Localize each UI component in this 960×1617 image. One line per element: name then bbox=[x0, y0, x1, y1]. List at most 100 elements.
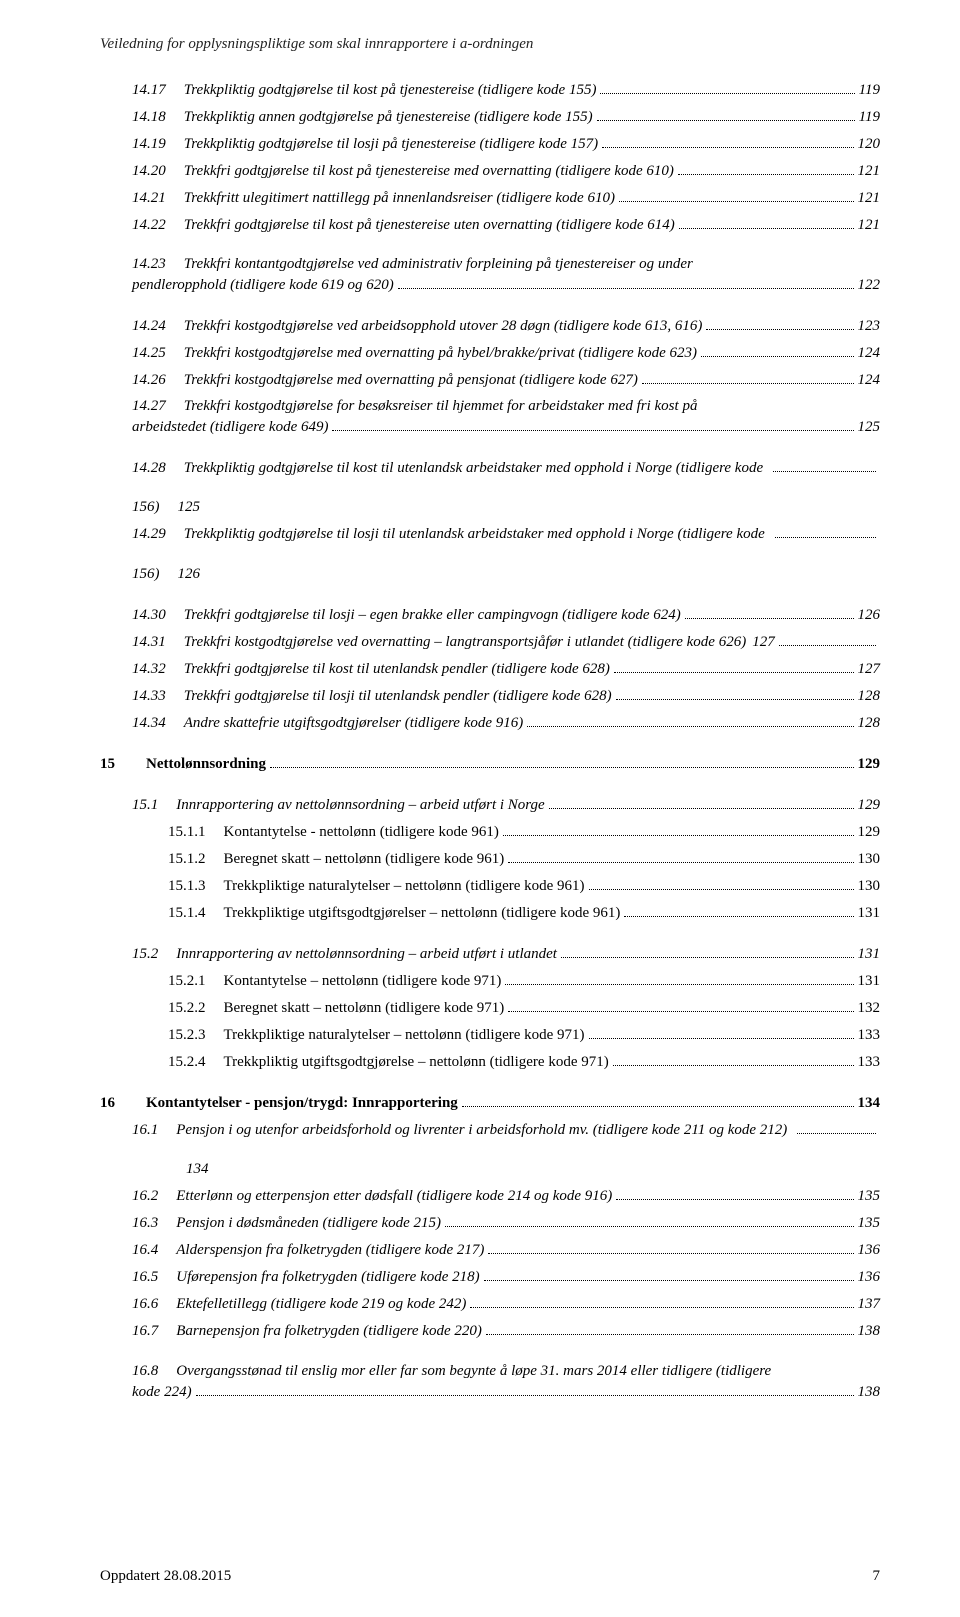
toc-entry: 14.34Andre skattefrie utgiftsgodtgjørels… bbox=[100, 712, 880, 733]
toc-entry-number: 14.31 bbox=[132, 633, 184, 653]
spacer bbox=[100, 551, 880, 565]
toc-entry-number: 14.19 bbox=[132, 135, 184, 155]
spacer bbox=[100, 484, 880, 498]
toc-entry-label: Trekkfri kostgodtgjørelse med overnattin… bbox=[184, 371, 638, 391]
leader-dots bbox=[614, 658, 854, 673]
toc-entry-number: 156) bbox=[132, 498, 178, 518]
toc-entry-number: 14.30 bbox=[132, 606, 184, 626]
toc-entry-page: 134 bbox=[858, 1094, 881, 1114]
toc-entry: 14.32Trekkfri godtgjørelse til kost til … bbox=[100, 658, 880, 679]
toc-entry-label: Kontantytelse - nettolønn (tidligere kod… bbox=[224, 823, 499, 843]
spacer bbox=[100, 241, 880, 255]
toc-entry-label: Trekkpliktig utgiftsgodtgjørelse – netto… bbox=[224, 1053, 609, 1073]
leader-dots bbox=[613, 1051, 854, 1066]
page: Veiledning for opplysningspliktige som s… bbox=[0, 0, 960, 1617]
toc-entry: 16Kontantytelser - pensjon/trygd: Innrap… bbox=[100, 1092, 880, 1113]
toc-entry-page: 135 bbox=[858, 1214, 881, 1234]
toc-entry: 14.21Trekkfritt ulegitimert nattillegg p… bbox=[100, 187, 880, 208]
toc-entry-label: Pensjon i dødsmåneden (tidligere kode 21… bbox=[176, 1214, 441, 1234]
toc-entry-page: 129 bbox=[858, 823, 881, 843]
toc-entry-page: 127 bbox=[858, 660, 881, 680]
toc-entry: 16.2Etterlønn og etterpensjon etter døds… bbox=[100, 1186, 880, 1207]
toc-entry-number: 14.20 bbox=[132, 162, 184, 182]
toc-entry-page: 129 bbox=[858, 755, 881, 775]
toc-entry-label: Kontantytelser - pensjon/trygd: Innrappo… bbox=[146, 1094, 458, 1114]
page-number: 7 bbox=[873, 1568, 881, 1585]
toc-entry: 14.23Trekkfri kontantgodtgjørelse ved ad… bbox=[100, 255, 880, 296]
toc-entry-number: 16 bbox=[100, 1094, 146, 1114]
leader-dots bbox=[503, 821, 854, 836]
toc-entry-page: 131 bbox=[858, 945, 881, 965]
toc-entry-label: Trekkfritt ulegitimert nattillegg på inn… bbox=[184, 189, 615, 209]
leader-dots bbox=[398, 275, 854, 290]
toc-entry-page: 130 bbox=[858, 877, 881, 897]
toc-entry: 14.30Trekkfri godtgjørelse til losji – e… bbox=[100, 604, 880, 625]
leader-dots bbox=[600, 79, 854, 94]
toc-entry-number: 15.2 bbox=[132, 945, 176, 965]
toc-entry-label: Trekkfri godtgjørelse til losji til uten… bbox=[184, 687, 612, 707]
toc-entry-page: 132 bbox=[858, 999, 881, 1019]
toc-entry-label: Trekkpliktige utgiftsgodtgjørelser – net… bbox=[224, 904, 621, 924]
toc-entry-page: 136 bbox=[858, 1268, 881, 1288]
leader-dots bbox=[486, 1321, 854, 1336]
toc-entry-label: Overgangsstønad til enslig mor eller far… bbox=[176, 1362, 771, 1382]
leader-dots bbox=[589, 1024, 854, 1039]
leader-dots bbox=[701, 343, 854, 358]
toc-entry-label: Kontantytelse – nettolønn (tidligere kod… bbox=[224, 972, 502, 992]
toc-entry: 14.19Trekkpliktig godtgjørelse til losji… bbox=[100, 133, 880, 154]
toc-entry: 16.7Barnepensjon fra folketrygden (tidli… bbox=[100, 1321, 880, 1342]
spacer bbox=[100, 780, 880, 794]
toc-entry-number: 14.18 bbox=[132, 108, 184, 128]
toc-entry-page: 128 bbox=[858, 714, 881, 734]
toc-entry-number: 14.24 bbox=[132, 317, 184, 337]
toc-entry-number: 15.2.3 bbox=[168, 1026, 224, 1046]
toc-entry-label: Nettolønnsordning bbox=[146, 755, 266, 775]
toc-entry: 14.28Trekkpliktig godtgjørelse til kost … bbox=[100, 457, 880, 478]
leader-dots bbox=[332, 416, 853, 431]
toc-entry-number: 16.1 bbox=[132, 1121, 176, 1141]
toc-entry-label: Trekkfri kostgodtgjørelse for besøksreis… bbox=[184, 397, 698, 417]
toc-entry-number: 16.8 bbox=[132, 1362, 176, 1382]
toc-entry-number: 15 bbox=[100, 755, 146, 775]
table-of-contents: 14.17Trekkpliktig godtgjørelse til kost … bbox=[100, 79, 880, 1402]
toc-entry: 14.17Trekkpliktig godtgjørelse til kost … bbox=[100, 79, 880, 100]
toc-entry-label: Pensjon i og utenfor arbeidsforhold og l… bbox=[176, 1121, 793, 1141]
spacer bbox=[100, 590, 880, 604]
toc-entry-page: 123 bbox=[858, 317, 881, 337]
toc-entry-page: 137 bbox=[858, 1295, 881, 1315]
toc-entry-label: 134 bbox=[186, 1160, 209, 1180]
toc-entry: 15.1.1Kontantytelse - nettolønn (tidlige… bbox=[100, 821, 880, 842]
leader-dots bbox=[561, 943, 854, 958]
toc-entry: 14.26Trekkfri kostgodtgjørelse med overn… bbox=[100, 370, 880, 391]
toc-entry: 14.33Trekkfri godtgjørelse til losji til… bbox=[100, 685, 880, 706]
toc-entry-label: Trekkfri godtgjørelse til kost til utenl… bbox=[184, 660, 610, 680]
toc-entry-label-continued: arbeidstedet (tidligere kode 649) bbox=[132, 418, 328, 438]
toc-entry-page: 138 bbox=[858, 1322, 881, 1342]
toc-entry-label: Trekkfri godtgjørelse til losji – egen b… bbox=[184, 606, 681, 626]
toc-entry-label: Trekkfri kostgodtgjørelse ved overnattin… bbox=[184, 633, 775, 653]
leader-dots bbox=[549, 794, 854, 809]
toc-entry-page: 133 bbox=[858, 1026, 881, 1046]
leader-dots bbox=[679, 214, 854, 229]
toc-entry-label: Etterlønn og etterpensjon etter dødsfall… bbox=[176, 1187, 612, 1207]
leader-dots bbox=[508, 848, 853, 863]
toc-entry-label: Trekkfri kostgodtgjørelse med overnattin… bbox=[184, 344, 697, 364]
toc-entry-label: Barnepensjon fra folketrygden (tidligere… bbox=[176, 1322, 482, 1342]
toc-entry: 15.2Innrapportering av nettolønnsordning… bbox=[100, 943, 880, 964]
toc-entry-number: 14.27 bbox=[132, 397, 184, 417]
toc-entry-label: Trekkpliktig godtgjørelse til kost på tj… bbox=[184, 81, 597, 101]
toc-entry-label-continued: pendleropphold (tidligere kode 619 og 62… bbox=[132, 276, 394, 296]
toc-entry: 15.2.3Trekkpliktige naturalytelser – net… bbox=[100, 1024, 880, 1045]
spacer bbox=[100, 929, 880, 943]
toc-entry-label: Ektefelletillegg (tidligere kode 219 og … bbox=[176, 1295, 466, 1315]
toc-entry-number: 15.2.4 bbox=[168, 1053, 224, 1073]
leader-dots bbox=[445, 1213, 853, 1228]
leader-dots bbox=[484, 1267, 854, 1282]
spacer bbox=[100, 739, 880, 753]
footer-updated-date: Oppdatert 28.08.2015 bbox=[100, 1568, 231, 1585]
toc-entry-number: 16.7 bbox=[132, 1322, 176, 1342]
leader-dots bbox=[797, 1119, 876, 1134]
toc-entry: 14.27Trekkfri kostgodtgjørelse for besøk… bbox=[100, 397, 880, 438]
toc-entry-number: 15.1 bbox=[132, 796, 176, 816]
leader-dots bbox=[779, 631, 876, 646]
